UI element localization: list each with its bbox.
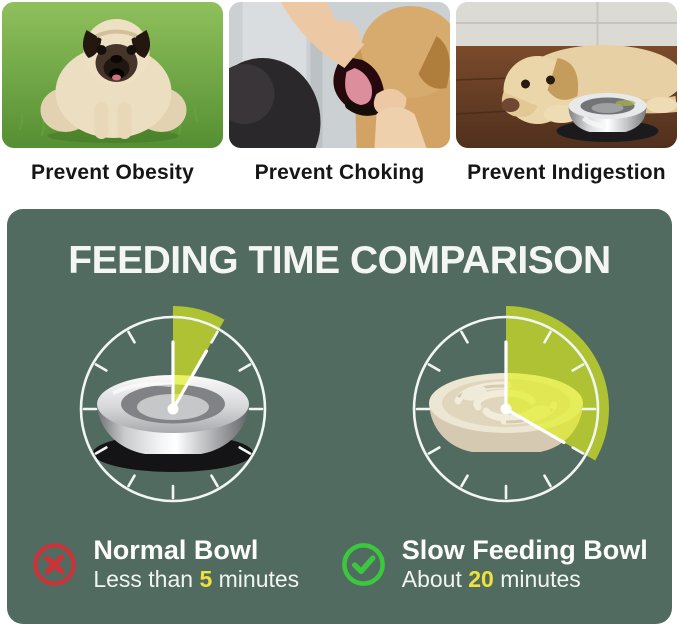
clock-tick	[210, 474, 220, 488]
label-normal-bowl: Normal Bowl Less than 5 minutes	[0, 535, 332, 594]
clock-tick	[427, 446, 441, 455]
time-wedge	[505, 306, 609, 461]
steel-bowl	[556, 93, 659, 142]
choking-check-photo-illustration	[229, 2, 450, 148]
clock-tick	[542, 474, 552, 488]
clock-tick	[571, 446, 585, 455]
clock-center-dot	[500, 403, 512, 415]
clock-slow-bowl	[412, 306, 609, 503]
benefit-obesity: Prevent Obesity	[2, 2, 223, 185]
photo-obesity	[2, 2, 223, 148]
caption-prevent-indigestion: Prevent Indigestion	[467, 161, 666, 184]
normal-bowl-minutes-value: 5	[199, 566, 213, 593]
clock-hand-end	[171, 349, 209, 411]
lying-labrador	[501, 45, 677, 124]
benefit-choking: Prevent Choking	[229, 2, 450, 185]
normal-bowl-name: Normal Bowl	[93, 535, 259, 565]
clock-tick	[238, 446, 252, 455]
clock-tick	[571, 363, 585, 372]
label-slow-feeding-bowl: Slow Feeding Bowl About 20 minutes	[328, 535, 661, 594]
slow-bowl-time: About 20 minutes	[401, 566, 581, 593]
pug-photo-illustration	[2, 2, 223, 148]
person-head	[229, 58, 321, 148]
clock-dial	[79, 306, 267, 503]
tired-dog-photo-illustration	[456, 2, 677, 148]
clock-tick	[127, 474, 137, 488]
benefits-row: Prevent Obesity	[0, 0, 679, 185]
clock-dial	[412, 306, 609, 503]
clock-hand-end	[504, 407, 566, 445]
pug-dog	[40, 19, 187, 139]
person-hand	[280, 2, 427, 148]
comparison-panel: FEEDING TIME COMPARISON	[7, 209, 672, 624]
clock-col-normal	[7, 299, 340, 519]
clock-tick	[94, 446, 108, 455]
clock-tick	[459, 474, 469, 488]
photo-choking	[229, 2, 450, 148]
photo-indigestion	[456, 2, 677, 148]
clock-ring	[79, 315, 267, 503]
clock-tick	[127, 330, 137, 344]
check-icon	[340, 541, 387, 588]
slow-bowl-name: Slow Feeding Bowl	[401, 535, 648, 565]
benefit-indigestion: Prevent Indigestion	[456, 2, 677, 185]
clock-center-dot	[167, 403, 179, 415]
caption-prevent-choking: Prevent Choking	[254, 161, 425, 184]
labels-row: Normal Bowl Less than 5 minutes Slow Fee…	[7, 535, 672, 594]
slow-bowl-minutes-value: 20	[468, 566, 494, 593]
clock-tick	[210, 330, 220, 344]
clock-col-slow	[340, 299, 673, 519]
grass-blades	[18, 105, 199, 139]
clock-tick	[238, 363, 252, 372]
caption-prevent-obesity: Prevent Obesity	[31, 161, 194, 184]
time-wedge	[173, 306, 225, 409]
clock-tick	[542, 330, 552, 344]
clock-tick	[459, 330, 469, 344]
clocks-row	[7, 299, 672, 519]
clock-tick	[94, 363, 108, 372]
cross-icon	[31, 541, 78, 588]
clock-tick	[427, 363, 441, 372]
clock-normal-bowl	[79, 306, 267, 503]
panel-title: FEEDING TIME COMPARISON	[68, 239, 611, 282]
clock-ring	[412, 315, 600, 503]
normal-bowl-time: Less than 5 minutes	[93, 566, 300, 593]
